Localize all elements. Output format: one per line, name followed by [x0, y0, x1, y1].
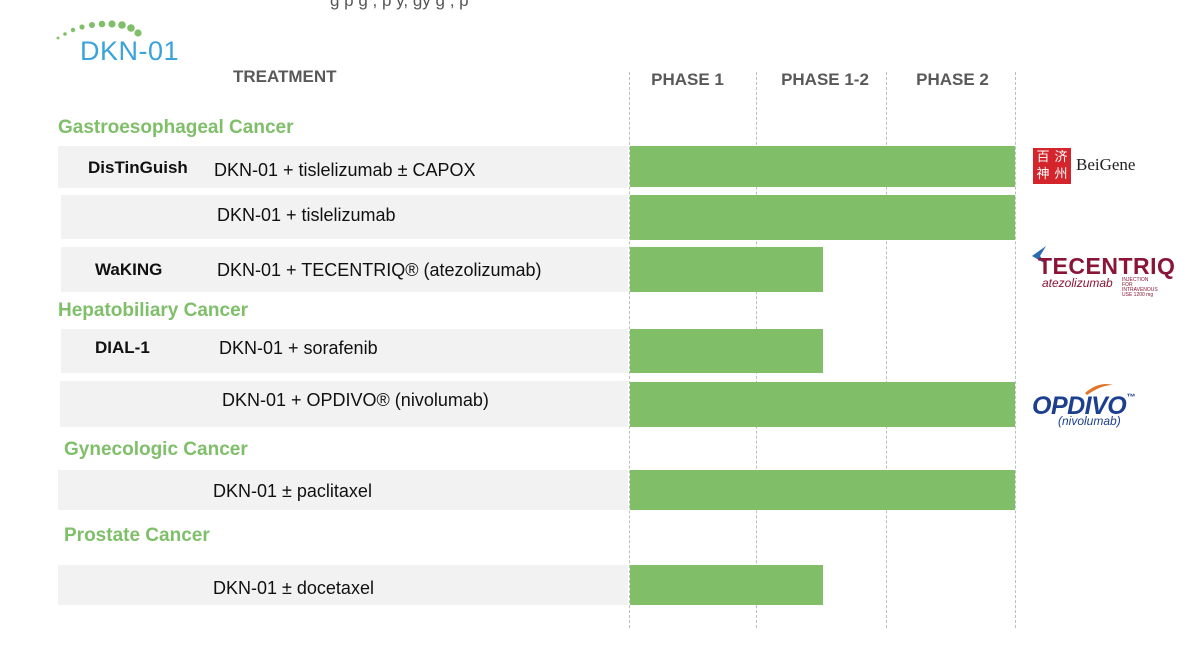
treatment-column-header: TREATMENT: [233, 67, 337, 86]
beigene-seal-icon: 百 济 神 州: [1033, 148, 1071, 184]
progress-bar: [630, 195, 1015, 240]
treatment-label: DKN-01 + OPDIVO® (nivolumab): [222, 390, 489, 410]
seal-char: 济: [1054, 150, 1068, 165]
treatment-label: DKN-01 + TECENTRIQ® (atezolizumab): [217, 260, 542, 280]
opdivo-swoosh-icon: [1085, 384, 1113, 395]
table-row: [60, 381, 628, 427]
tecentriq-logo-text: TECENTRIQ: [1038, 253, 1176, 279]
table-row: [61, 329, 628, 373]
section-title-hepatobiliary: Hepatobiliary Cancer: [58, 300, 249, 321]
opdivo-tm: ™: [1126, 392, 1135, 402]
tecentriq-generic-name: atezolizumab: [1042, 276, 1113, 290]
table-row: [58, 470, 628, 510]
stage-header-phase-1-2: PHASE 1-2: [781, 70, 869, 89]
trial-name: DIAL-1: [95, 338, 150, 357]
section-title-gastroesophageal: Gastroesophageal Cancer: [58, 117, 294, 138]
section-title-prostate: Prostate Cancer: [64, 525, 210, 546]
treatment-label: DKN-01 + tislelizumab: [217, 205, 396, 225]
seal-char: 百: [1036, 150, 1050, 165]
progress-bar: [630, 146, 1015, 187]
cropped-top-text: g p g , p y, gy g , p: [330, 0, 469, 10]
treatment-label: DKN-01 ± docetaxel: [213, 578, 374, 598]
stage-header-phase-2: PHASE 2: [916, 70, 989, 89]
progress-bar: [630, 247, 823, 292]
grid-line: [886, 72, 887, 628]
opdivo-logo-text: OPDIVO™: [1032, 392, 1135, 421]
tecentriq-fine-print: INJECTION FOR INTRAVENOUS USE 1200 mg: [1122, 277, 1158, 298]
table-row: [58, 565, 628, 605]
treatment-label: DKN-01 ± paclitaxel: [213, 481, 372, 501]
logo-text: DKN-01: [80, 36, 180, 66]
tecentriq-swoosh-icon: [1032, 246, 1046, 264]
progress-bar: [630, 470, 1015, 510]
treatment-label: DKN-01 + tislelizumab ± CAPOX: [214, 160, 476, 180]
grid-line: [1015, 72, 1016, 628]
table-row: [58, 146, 628, 188]
grid-line: [629, 72, 630, 628]
section-title-gynecologic: Gynecologic Cancer: [64, 439, 248, 460]
opdivo-name: OPDIVO: [1032, 392, 1127, 420]
seal-char: 州: [1054, 167, 1068, 182]
logo-dots-icon: [56, 20, 142, 40]
opdivo-generic-name: (nivolumab): [1058, 414, 1121, 428]
treatment-label: DKN-01 + sorafenib: [219, 338, 378, 358]
seal-char: 神: [1036, 167, 1050, 182]
table-row: [61, 247, 628, 292]
stage-header-phase-1: PHASE 1: [651, 70, 724, 89]
trial-name: WaKING: [95, 260, 163, 279]
progress-bar: [630, 329, 823, 373]
logo: [52, 14, 182, 70]
beigene-logo-text: BeiGene: [1076, 155, 1136, 174]
table-row: [61, 195, 628, 239]
progress-bar: [630, 565, 823, 605]
trial-name: DisTinGuish: [88, 158, 188, 177]
progress-bar: [630, 382, 1015, 427]
